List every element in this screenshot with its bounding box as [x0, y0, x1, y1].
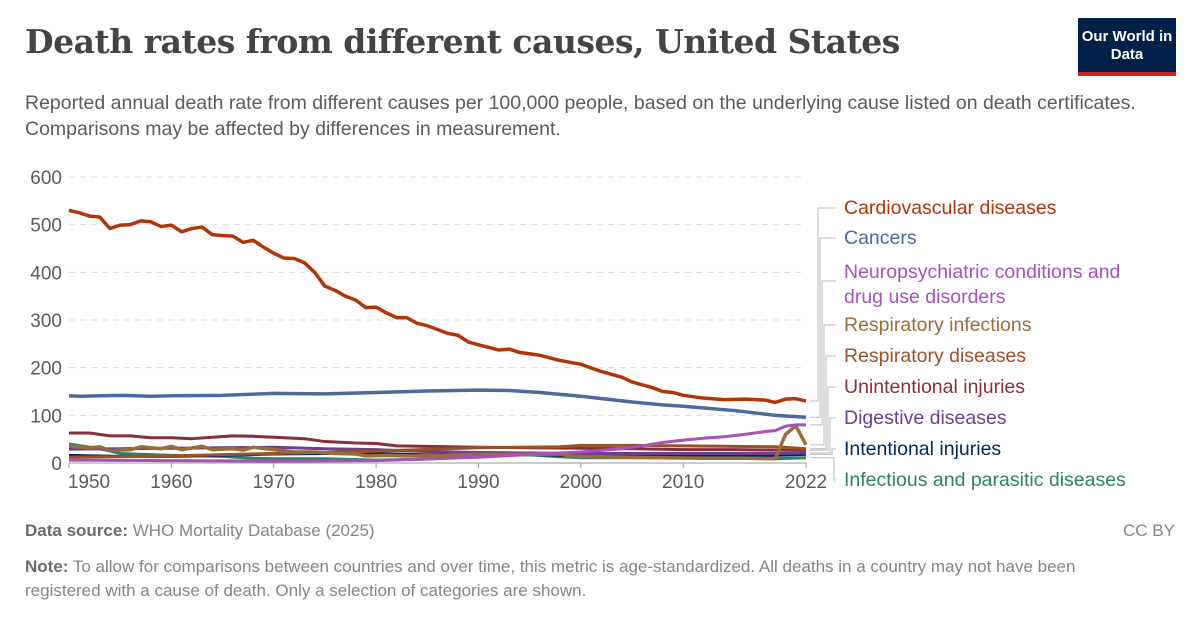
- label-connector: [810, 448, 836, 455]
- page-title: Death rates from different causes, Unite…: [25, 22, 900, 61]
- series-label[interactable]: Cardiovascular diseases: [844, 197, 1057, 219]
- x-tick-label: 1950: [68, 472, 110, 493]
- license[interactable]: CC BY: [1123, 521, 1175, 540]
- series-line-2[interactable]: [68, 423, 806, 463]
- line-chart: 0 100 200 300 400 500 600 1950 1960 1970 1980 1990 2…: [30, 168, 1126, 493]
- label-connector: [810, 417, 836, 454]
- data-source: Data source: WHO Mortality Database (202…: [25, 521, 375, 541]
- series-label[interactable]: Neuropsychiatric conditions and drug use …: [844, 261, 1120, 308]
- y-tick-label: 100: [30, 406, 62, 427]
- series-line-1[interactable]: [68, 388, 807, 419]
- series-label[interactable]: Unintentional injuries: [844, 376, 1025, 398]
- series-label[interactable]: Infectious and parasitic diseases: [844, 469, 1126, 491]
- y-tick-label: 0: [51, 454, 62, 475]
- y-tick-label: 600: [30, 168, 62, 189]
- label-connector: [810, 280, 836, 426]
- label-connector: [810, 457, 836, 481]
- series-label-line: drug use disorders: [844, 286, 1006, 308]
- series-label[interactable]: Respiratory diseases: [844, 345, 1026, 367]
- owid-logo[interactable]: Our World in Data: [1078, 18, 1176, 76]
- label-connector: [810, 386, 836, 451]
- x-tick-label: 2010: [662, 472, 704, 493]
- note-label: Note:: [25, 557, 69, 576]
- logo-text: Our World in Data: [1081, 28, 1173, 63]
- x-tick-label: 1960: [150, 472, 192, 493]
- x-tick-label: 2000: [560, 472, 602, 493]
- y-tick-label: 200: [30, 359, 62, 380]
- series-label[interactable]: Respiratory infections: [844, 314, 1032, 336]
- series-line-3[interactable]: [68, 424, 808, 461]
- label-connector: [810, 324, 836, 446]
- label-connector: [810, 237, 836, 418]
- y-tick-label: 300: [30, 311, 62, 332]
- label-connector: [810, 207, 836, 402]
- y-tick-label: 500: [30, 216, 62, 237]
- series-line-4[interactable]: [68, 443, 807, 459]
- x-tick-label: 1980: [355, 472, 397, 493]
- source-text[interactable]: WHO Mortality Database (2025): [132, 521, 375, 540]
- y-tick-label: 400: [30, 263, 62, 284]
- source-label: Data source:: [25, 521, 128, 540]
- note-text: To allow for comparisons between countri…: [25, 557, 1076, 600]
- note: Note: To allow for comparisons between c…: [25, 555, 1135, 603]
- series-label[interactable]: Intentional injuries: [844, 438, 1001, 460]
- label-connector: [810, 355, 836, 450]
- subtitle: Reported annual death rate from differen…: [25, 92, 1136, 140]
- series-label[interactable]: Cancers: [844, 227, 917, 249]
- series-label-line: Neuropsychiatric conditions and: [844, 261, 1120, 283]
- x-tick-label: 2022: [785, 472, 827, 493]
- x-tick-label: 1970: [253, 472, 295, 493]
- series-label[interactable]: Digestive diseases: [844, 407, 1007, 429]
- x-tick-label: 1990: [457, 472, 499, 493]
- series-line-0[interactable]: [68, 208, 807, 405]
